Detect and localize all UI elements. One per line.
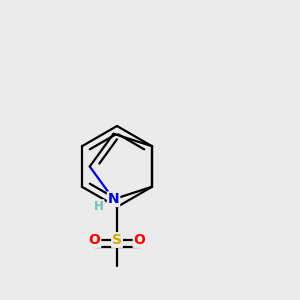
Text: S: S xyxy=(112,233,122,247)
Text: O: O xyxy=(88,233,101,247)
Text: N: N xyxy=(108,192,119,206)
Text: O: O xyxy=(134,233,146,247)
Text: H: H xyxy=(94,200,104,213)
